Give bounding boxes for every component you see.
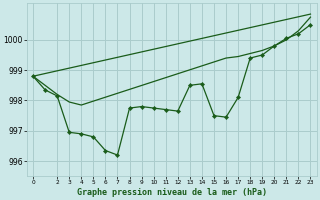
X-axis label: Graphe pression niveau de la mer (hPa): Graphe pression niveau de la mer (hPa) (77, 188, 267, 197)
